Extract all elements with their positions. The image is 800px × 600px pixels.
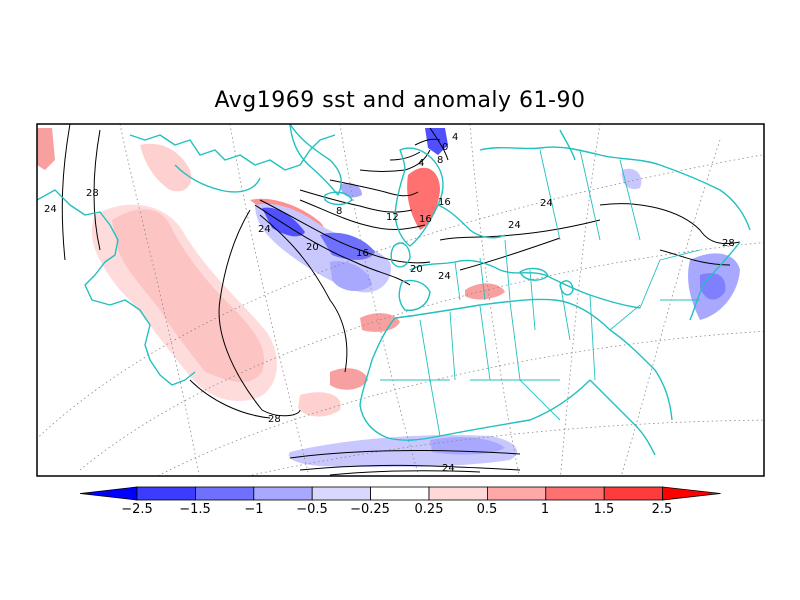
contour-label: 24 <box>540 198 553 209</box>
contour-label: 24 <box>508 220 521 231</box>
colorbar-tick-label: −2.5 <box>121 502 153 517</box>
coast-canada-arctic <box>129 134 336 171</box>
sst-contours <box>61 124 741 476</box>
colorbar-tick-label: 0.25 <box>415 502 444 517</box>
contour-label: 4 <box>452 132 458 143</box>
coast-black-sea <box>519 267 549 281</box>
colorbar-labels: −2.5 −1.5 −1 −0.5 −0.25 0.25 0.5 1 1.5 2… <box>121 502 672 517</box>
contour-label: 28 <box>86 188 99 199</box>
map-frame <box>36 123 765 477</box>
warm-anomaly-canary <box>360 313 400 332</box>
warm-anomaly-sw-outer <box>91 204 277 401</box>
colorbar-tick-label: −1 <box>244 502 263 517</box>
contour-label: 24 <box>438 271 451 282</box>
colorbar-swatch <box>603 486 664 501</box>
colorbar-tick-label: −0.25 <box>350 502 390 517</box>
contour-label: 8 <box>336 206 342 217</box>
coast-africa-interior <box>439 379 591 437</box>
coast-iberia <box>398 279 431 312</box>
map-area: 24 28 24 20 16 12 8 4 0 4 8 16 16 24 24 … <box>37 124 764 476</box>
cool-anomaly-shading <box>255 128 740 468</box>
warm-anomaly-med <box>465 283 505 300</box>
colorbar-swatch <box>486 486 547 501</box>
coast-caspian <box>559 280 574 296</box>
colorbar-swatch <box>194 486 255 501</box>
contour-label: 8 <box>437 155 443 166</box>
colorbar-swatch <box>311 486 372 501</box>
contour-label: 16 <box>438 197 451 208</box>
coast-scandinavia <box>394 147 444 247</box>
colorbar-tick-label: −1.5 <box>179 502 211 517</box>
contour-label: 12 <box>386 212 399 223</box>
warm-anomaly-west-edge <box>37 128 55 170</box>
warm-anomaly-guinea <box>298 392 341 417</box>
contour-label: 0 <box>442 142 448 153</box>
colorbar-tick-label: 2.5 <box>652 502 673 517</box>
cool-anomaly-n-atlantic-core1 <box>262 207 305 237</box>
coast-hudson <box>174 164 261 193</box>
coast-baltic <box>437 204 506 239</box>
coast-north-america <box>37 189 196 386</box>
contour-label: 20 <box>410 264 423 275</box>
coast-iceland <box>324 191 353 206</box>
cool-anomaly-iberia <box>330 261 372 292</box>
cool-anomaly-arctic-east <box>621 168 642 190</box>
cool-anomaly-kara <box>340 183 362 198</box>
map-title: Avg1969 sst and anomaly 61-90 <box>214 88 586 113</box>
coastlines <box>37 124 751 456</box>
contour-label: 16 <box>419 214 432 225</box>
warm-anomaly-norway-sea <box>407 167 440 230</box>
colorbar-tick-label: 1 <box>541 502 549 517</box>
contour-label: 24 <box>258 224 271 235</box>
coast-north-africa <box>394 298 611 331</box>
coast-europe <box>409 259 641 309</box>
contour-label: 4 <box>418 158 424 169</box>
colorbar-swatch <box>428 486 488 501</box>
coast-middle-east <box>609 329 673 421</box>
contour-label: 28 <box>268 414 281 425</box>
colorbar-arrow-low <box>79 486 138 501</box>
colorbar <box>79 486 721 501</box>
contour-labels: 24 28 24 20 16 12 8 4 0 4 8 16 16 24 24 … <box>44 132 735 474</box>
coast-siberia <box>479 146 751 231</box>
colorbar-tick-label: −0.5 <box>296 502 328 517</box>
country-borders <box>380 149 701 437</box>
colorbar-swatch <box>370 486 430 501</box>
coast-uk <box>390 242 411 268</box>
colorbar-tick-label: 0.5 <box>477 502 498 517</box>
colorbar-arrow-high <box>662 486 721 501</box>
contour-label: 24 <box>44 204 57 215</box>
contour-label: 16 <box>356 248 369 259</box>
coast-greenland <box>289 124 342 196</box>
coast-east-asia <box>689 241 741 321</box>
contour-label: 20 <box>306 242 319 253</box>
warm-anomaly-cape-verde <box>330 368 368 390</box>
colorbar-tick-label: 1.5 <box>594 502 615 517</box>
coast-novaya <box>559 129 576 161</box>
coast-west-africa <box>359 317 441 441</box>
warm-anomaly-shading <box>37 128 505 417</box>
warm-anomaly-gulf <box>140 143 192 192</box>
contour-label: 24 <box>442 463 455 474</box>
colorbar-swatch <box>253 486 313 501</box>
colorbar-swatch <box>545 486 605 501</box>
contour-label: 28 <box>722 238 735 249</box>
coast-arabia <box>589 379 656 456</box>
graticule <box>37 124 764 476</box>
colorbar-swatch <box>136 486 196 501</box>
